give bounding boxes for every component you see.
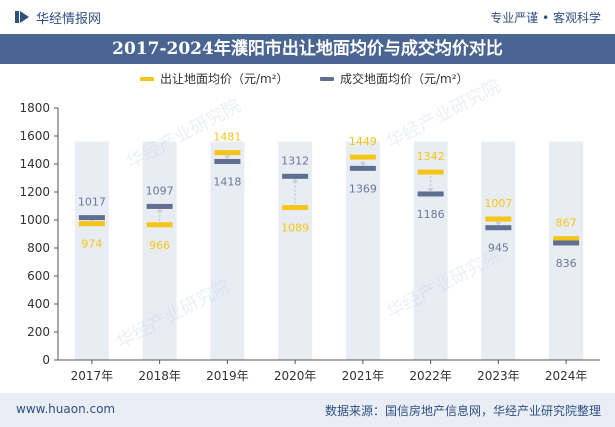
tagline: 专业严谨 • 客观科学 (490, 11, 601, 25)
series2-marker (214, 158, 241, 164)
connector-arrow (292, 178, 299, 183)
series2-data-label: 1017 (78, 196, 106, 209)
series1-data-label: 1481 (213, 131, 241, 144)
y-tick-label: 1600 (19, 129, 50, 143)
x-tick-label: 2020年 (274, 369, 317, 383)
series1-marker (214, 150, 241, 156)
top-bar: 华经情报网 专业严谨 • 客观科学 (0, 0, 615, 34)
series1-marker (485, 216, 512, 222)
series1-data-label: 966 (149, 239, 170, 252)
title-bar (0, 34, 615, 64)
brand-name: 华经情报网 (36, 12, 102, 27)
y-tick-label: 1200 (19, 185, 50, 199)
series2-data-label: 1186 (417, 208, 445, 221)
category-band (345, 141, 380, 360)
series2-data-label: 836 (556, 257, 577, 270)
series1-data-label: 1449 (349, 135, 377, 148)
series2-data-label: 1312 (281, 154, 309, 167)
series2-data-label: 1369 (349, 182, 377, 195)
legend-swatch-series1 (140, 77, 154, 81)
connector-arrow (495, 221, 502, 226)
x-tick-label: 2021年 (342, 369, 385, 383)
footer-website: www.huaon.com (16, 402, 116, 416)
series1-marker (146, 222, 173, 228)
legend: 出让地面均价（元/m²） 成交地面均价（元/m²） (0, 70, 615, 88)
x-tick-label: 2018年 (138, 369, 181, 383)
x-tick-label: 2017年 (71, 369, 114, 383)
y-tick-label: 1800 (19, 101, 50, 115)
chart-title: 2017-2024年濮阳市出让地面均价与成交均价对比 (112, 39, 503, 59)
y-tick-label: 1400 (19, 157, 50, 171)
series2-marker (146, 203, 173, 209)
y-tick-label: 400 (27, 297, 50, 311)
series1-marker (282, 205, 309, 211)
y-tick-label: 1000 (19, 213, 50, 227)
category-band (210, 141, 245, 360)
brand-logo-icon (15, 11, 29, 23)
chart-area: 0 200 400 600 800 1000 1200 1400 1600 1800 2017年 20… (19, 101, 600, 383)
y-tick-label: 0 (42, 353, 50, 367)
series2-marker (417, 191, 444, 197)
category-band (481, 141, 516, 360)
connector-arrow (427, 187, 434, 192)
legend-swatch-series2 (320, 77, 334, 81)
series1-marker (349, 154, 376, 160)
footer-bar: www.huaon.com 数据来源：国信房地产信息网，华经产业研究院整理 (0, 393, 615, 427)
category-band (549, 141, 584, 360)
series2-marker (485, 225, 512, 231)
series1-data-label: 1089 (281, 222, 309, 235)
legend-label-series2: 成交地面均价（元/m²） (340, 72, 469, 86)
x-tick-label: 2023年 (477, 369, 520, 383)
series1-marker (417, 169, 444, 175)
category-band (142, 141, 177, 360)
series2-marker (349, 165, 376, 171)
footer-source: 数据来源：国信房地产信息网，华经产业研究院整理 (324, 404, 601, 418)
series1-marker (553, 236, 580, 242)
series1-data-label: 1007 (484, 197, 512, 210)
series2-marker (282, 173, 309, 179)
y-tick-label: 800 (27, 241, 50, 255)
connector-arrow (156, 208, 163, 213)
series1-data-label: 1342 (417, 150, 445, 163)
series2-marker (78, 215, 105, 221)
connector-arrow (359, 162, 366, 167)
series2-data-label: 945 (488, 242, 509, 255)
x-tick-label: 2024年 (545, 369, 588, 383)
x-tick-label: 2022年 (409, 369, 452, 383)
series2-data-label: 1097 (146, 184, 174, 197)
x-tick-label: 2019年 (206, 369, 249, 383)
y-tick-label: 200 (27, 325, 50, 339)
category-band (74, 141, 109, 360)
series1-data-label: 974 (81, 238, 102, 251)
series2-data-label: 1418 (213, 175, 241, 188)
series2-marker (553, 240, 580, 246)
series1-data-label: 867 (556, 217, 577, 230)
y-tick-label: 600 (27, 269, 50, 283)
series1-marker (78, 221, 105, 227)
connector-arrow (224, 155, 231, 160)
legend-label-series1: 出让地面均价（元/m²） (160, 72, 289, 86)
